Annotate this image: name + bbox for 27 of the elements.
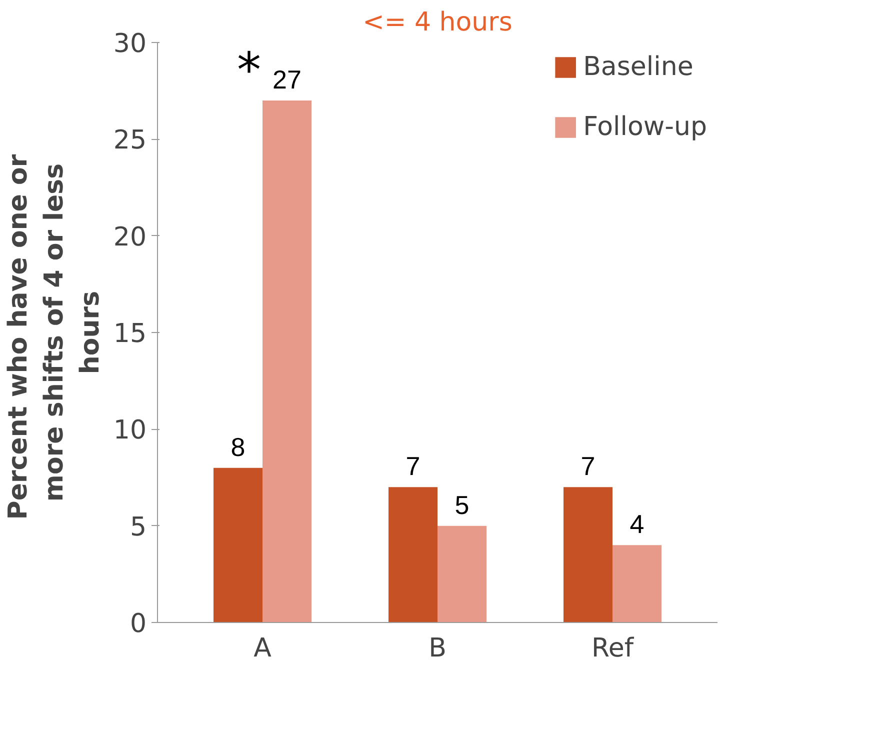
bar (214, 468, 262, 622)
chart-title: <= 4 hours (362, 8, 512, 38)
legend-label: Baseline (583, 52, 694, 82)
y-tick-label: 15 (113, 319, 147, 349)
bar (438, 526, 486, 622)
y-tick-label: 0 (130, 609, 147, 639)
x-tick-label: Ref (591, 634, 634, 664)
bar (262, 100, 312, 622)
y-tick-label: 30 (113, 29, 147, 59)
data-label: 7 (580, 451, 596, 482)
data-label: 5 (454, 490, 470, 520)
bar (564, 487, 612, 622)
y-tick-label: 5 (130, 512, 147, 542)
data-label: 8 (230, 432, 246, 462)
y-tick-label: 25 (113, 126, 147, 156)
y-axis-title: Percent who have one or more shifts of 4 or less hours (3, 154, 106, 520)
annotation: * (237, 42, 261, 98)
x-tick-label: A (254, 634, 272, 664)
x-tick-label: B (428, 634, 446, 664)
data-label: 7 (406, 451, 420, 482)
data-label: 4 (630, 509, 644, 540)
y-tick-label: 10 (113, 416, 147, 446)
legend-label: Follow-up (583, 112, 707, 142)
bar (612, 545, 662, 622)
data-label: 27 (272, 64, 302, 94)
y-tick-label: 20 (113, 222, 147, 252)
bar (388, 487, 438, 622)
